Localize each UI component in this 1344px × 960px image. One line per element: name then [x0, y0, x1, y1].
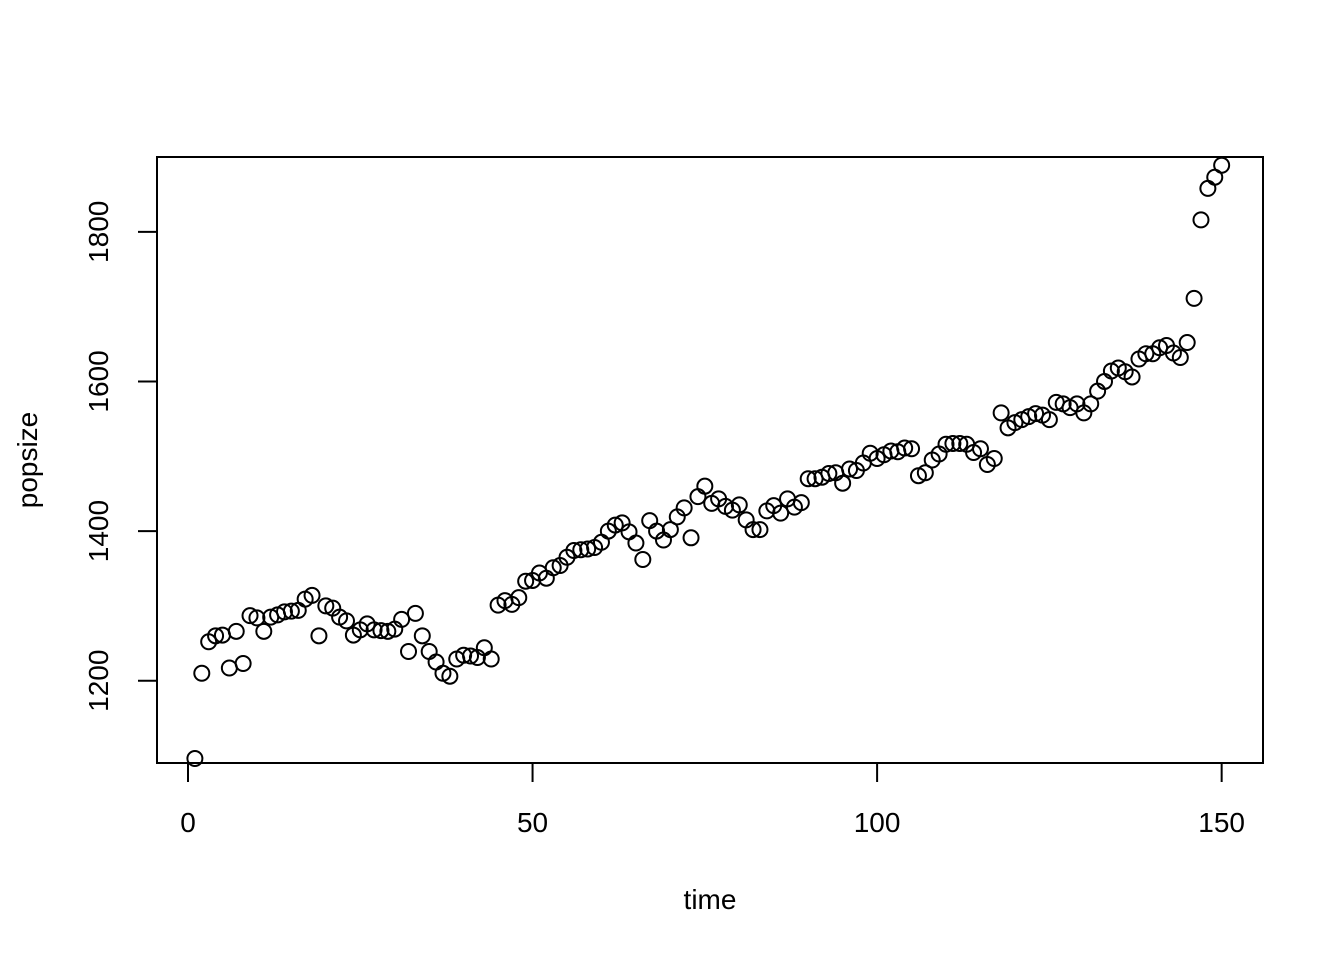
y-tick-label: 1600 [83, 350, 114, 412]
data-point [241, 607, 259, 625]
data-point [379, 622, 397, 640]
data-point [1040, 411, 1058, 429]
x-axis: 0 50 100 150 [180, 762, 1245, 838]
data-point [903, 440, 921, 458]
data-point [689, 488, 707, 506]
data-point [730, 496, 748, 514]
data-point [627, 534, 645, 552]
data-point [985, 450, 1003, 468]
y-tick-label: 1800 [83, 201, 114, 263]
data-point [772, 504, 790, 522]
data-point [675, 499, 693, 517]
data-point [565, 542, 583, 560]
data-point [661, 521, 679, 539]
data-point [220, 659, 238, 677]
y-tick-label: 1200 [83, 650, 114, 712]
data-point [406, 604, 424, 622]
x-tick-label: 100 [854, 807, 901, 838]
x-tick-label: 150 [1198, 807, 1245, 838]
data-point [751, 521, 769, 539]
data-point [682, 529, 700, 547]
data-point [372, 622, 390, 640]
data-point [916, 464, 934, 482]
data-point [207, 627, 225, 645]
data-point [1178, 334, 1196, 352]
data-point [317, 597, 335, 615]
data-point [744, 521, 762, 539]
data-point [427, 653, 445, 671]
x-tick-label: 50 [517, 807, 548, 838]
data-point [641, 512, 659, 530]
data-point [896, 439, 914, 457]
data-point [413, 627, 431, 645]
data-point [799, 470, 817, 488]
data-point [193, 664, 211, 682]
y-axis-label: popsize [12, 412, 43, 509]
data-point [338, 612, 356, 630]
data-point [1192, 211, 1210, 229]
data-point [937, 435, 955, 453]
data-point [951, 435, 969, 453]
data-point [971, 440, 989, 458]
data-point [482, 650, 500, 668]
data-point [834, 474, 852, 492]
x-axis-label: time [684, 884, 737, 915]
data-point [234, 654, 252, 672]
y-axis: 1200 1400 1600 1800 [83, 201, 158, 712]
data-point [248, 609, 266, 627]
data-point [400, 643, 418, 661]
data-point [1082, 395, 1100, 413]
data-point [606, 516, 624, 534]
data-point [1185, 289, 1203, 307]
data-point [517, 572, 535, 590]
x-tick-label: 0 [180, 807, 196, 838]
data-point [1213, 156, 1231, 174]
data-point [792, 494, 810, 512]
data-point [310, 627, 328, 645]
data-point [841, 460, 859, 478]
data-point [275, 603, 293, 621]
data-point [462, 647, 480, 665]
data-point [820, 464, 838, 482]
data-point [579, 540, 597, 558]
data-point [992, 404, 1010, 422]
data-point [255, 622, 273, 640]
plot-frame [156, 156, 1264, 764]
data-point [1171, 349, 1189, 367]
data-point [544, 559, 562, 577]
data-point [303, 586, 321, 604]
data-point [393, 610, 411, 628]
data-point [696, 477, 714, 495]
data-point [365, 621, 383, 639]
data-point [282, 602, 300, 620]
data-point [186, 750, 204, 768]
data-point [1199, 179, 1217, 197]
data-point [944, 435, 962, 453]
data-point [634, 551, 652, 569]
data-point [1137, 345, 1155, 363]
data-point [1027, 405, 1045, 423]
data-point [227, 622, 245, 640]
data-point [420, 643, 438, 661]
data-point [510, 589, 528, 607]
data-point [1123, 368, 1141, 386]
data-points [186, 156, 1231, 768]
y-tick-label: 1400 [83, 500, 114, 562]
data-point [441, 667, 459, 685]
